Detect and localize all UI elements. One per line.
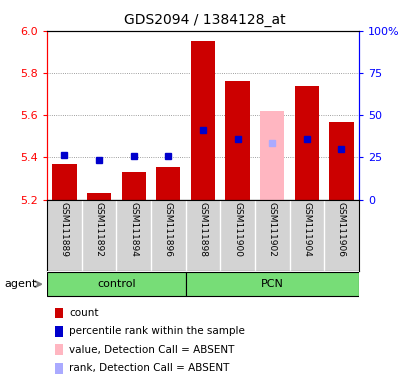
Text: value, Detection Call = ABSENT: value, Detection Call = ABSENT	[69, 345, 234, 355]
Text: agent: agent	[4, 279, 36, 289]
Text: GSM111894: GSM111894	[129, 202, 138, 257]
Text: PCN: PCN	[260, 279, 283, 289]
Bar	[294, 86, 318, 200]
Text: GDS2094 / 1384128_at: GDS2094 / 1384128_at	[124, 13, 285, 27]
Bar	[52, 164, 76, 200]
Bar	[87, 194, 111, 200]
Text: GSM111900: GSM111900	[232, 202, 241, 257]
Text: control: control	[97, 279, 135, 289]
Text: percentile rank within the sample: percentile rank within the sample	[69, 326, 244, 336]
Text: GSM111889: GSM111889	[60, 202, 69, 257]
Bar	[190, 41, 215, 200]
Text: GSM111892: GSM111892	[94, 202, 103, 257]
Bar	[328, 122, 353, 200]
Text: GSM111906: GSM111906	[336, 202, 345, 257]
Text: GSM111902: GSM111902	[267, 202, 276, 257]
Bar	[156, 167, 180, 200]
Bar	[259, 111, 283, 200]
Text: GSM111896: GSM111896	[164, 202, 173, 257]
Bar	[185, 272, 358, 296]
Bar	[47, 272, 185, 296]
Bar	[225, 81, 249, 200]
Text: GSM111898: GSM111898	[198, 202, 207, 257]
Text: rank, Detection Call = ABSENT: rank, Detection Call = ABSENT	[69, 363, 229, 373]
Text: count: count	[69, 308, 98, 318]
Bar	[121, 172, 146, 200]
Text: GSM111904: GSM111904	[301, 202, 310, 257]
